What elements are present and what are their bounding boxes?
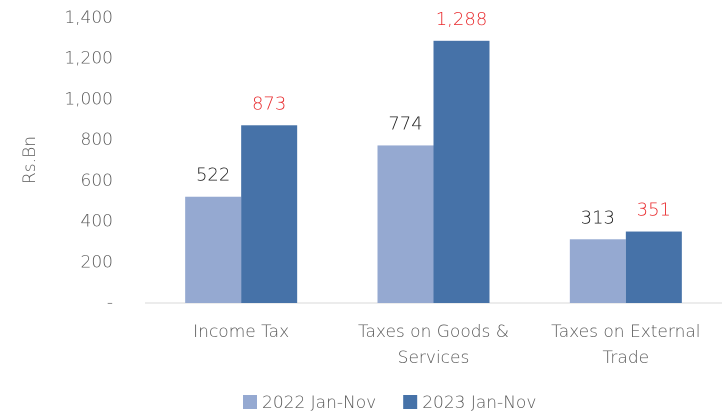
bar <box>185 196 242 303</box>
bar <box>377 145 434 303</box>
y-axis-label: Rs.Bn <box>20 136 40 184</box>
legend-label: 2023 Jan-Nov <box>422 393 536 413</box>
y-tick-label: 1,000 <box>64 89 113 109</box>
x-tick-label: Services <box>398 348 470 368</box>
data-label: 774 <box>388 113 422 134</box>
data-label: 1,288 <box>436 9 488 30</box>
data-label: 873 <box>252 93 286 114</box>
x-tick-label: Taxes on Goods & <box>358 322 509 342</box>
legend-label: 2022 Jan-Nov <box>262 393 376 413</box>
bar <box>569 239 626 303</box>
y-tick-label: 400 <box>81 212 113 232</box>
x-tick-label: Trade <box>603 348 650 368</box>
bar <box>625 231 682 303</box>
y-tick-label: - <box>107 293 113 313</box>
legend-swatch <box>243 395 257 409</box>
x-tick-label: Income Tax <box>193 322 289 342</box>
bar <box>433 40 490 304</box>
data-label: 313 <box>581 207 615 228</box>
data-label: 522 <box>196 165 230 186</box>
legend-swatch <box>403 395 418 409</box>
data-label: 351 <box>637 200 671 221</box>
y-tick-label: 600 <box>81 171 113 191</box>
bar <box>241 125 298 304</box>
x-tick-label: Taxes on External <box>551 322 700 342</box>
y-tick-label: 200 <box>81 252 113 272</box>
y-tick-label: 1,400 <box>64 8 113 28</box>
y-tick-label: 1,200 <box>64 49 113 69</box>
y-tick-label: 800 <box>81 130 113 150</box>
